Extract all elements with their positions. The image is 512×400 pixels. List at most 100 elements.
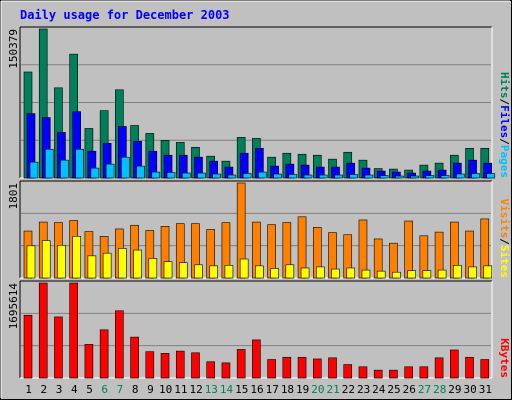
day-label-30: 30: [464, 383, 477, 396]
legend-item-files: Files: [498, 105, 511, 138]
legend-item-visits: Visits: [498, 199, 511, 239]
sites-bar-day-9: [148, 258, 158, 279]
sites-bar-day-18: [285, 264, 295, 279]
day-label-11: 11: [174, 383, 187, 396]
kbytes-bar-day-2: [38, 282, 48, 379]
pages-bar-day-19: [303, 174, 313, 179]
legend-visits-sites: Visits/Sites: [498, 199, 511, 279]
pages-bar-day-14: [227, 174, 237, 179]
day-label-31: 31: [479, 383, 492, 396]
pages-bar-day-18: [288, 174, 298, 179]
kbytes-bar-day-6: [99, 329, 109, 379]
kbytes-bar-day-18: [282, 356, 292, 379]
day-label-21: 21: [327, 383, 340, 396]
kbytes-bar-day-12: [191, 352, 200, 379]
hits-files-pages-panel: 150379 Hits/Files/Pages: [7, 26, 511, 179]
visits-bar-day-26: [404, 220, 413, 279]
day-label-12: 12: [189, 383, 202, 396]
kbytes-bar-day-19: [297, 356, 307, 379]
pages-bar-day-11: [181, 172, 191, 179]
visits-sites-panel: 1801 Visits/Sites: [7, 180, 511, 279]
chart-title: Daily usage for December 2003: [20, 8, 230, 22]
pages-bar-day-10: [166, 172, 176, 179]
pages-bar-day-22: [349, 174, 359, 179]
legend-separator: /: [498, 99, 511, 106]
kbytes-bar-day-7: [115, 310, 124, 379]
day-label-23: 23: [357, 383, 370, 396]
kbytes-bar-day-8: [130, 336, 139, 379]
kbytes-bar-day-26: [404, 366, 413, 379]
day-label-19: 19: [296, 383, 309, 396]
day-label-17: 17: [266, 383, 279, 396]
day-label-25: 25: [387, 383, 400, 396]
y-max-label: 150379: [7, 29, 20, 69]
day-label-29: 29: [448, 383, 461, 396]
sites-bar-day-22: [346, 267, 356, 279]
kbytes-panel: 1695614 KBytes: [7, 280, 511, 379]
y-max-label: 1695614: [7, 283, 20, 330]
pages-bar-day-9: [151, 171, 161, 179]
sites-bar-day-21: [331, 268, 340, 279]
day-label-16: 16: [250, 383, 263, 396]
pages-bar-day-21: [334, 174, 343, 179]
day-label-7: 7: [117, 383, 124, 396]
sites-bar-day-30: [468, 266, 477, 279]
sites-bar-day-11: [178, 262, 188, 279]
day-label-28: 28: [433, 383, 446, 396]
day-label-14: 14: [220, 383, 234, 396]
day-label-2: 2: [41, 383, 48, 396]
legend-separator: /: [498, 138, 511, 145]
day-label-27: 27: [418, 383, 431, 396]
kbytes-bar-day-9: [145, 351, 155, 379]
pages-bar-day-27: [425, 175, 435, 179]
kbytes-bar-day-29: [450, 349, 459, 379]
legend-hits-files-pages: Hits/Files/Pages: [498, 72, 511, 178]
day-label-22: 22: [342, 383, 355, 396]
pages-bar-day-13: [212, 173, 222, 179]
legend-item-sites: Sites: [498, 245, 511, 278]
kbytes-bar-day-27: [419, 366, 429, 379]
kbytes-bar-day-21: [328, 357, 337, 379]
y-max-label: 1801: [7, 183, 20, 210]
sites-bar-day-8: [133, 249, 142, 279]
legend-item-hits: Hits: [498, 72, 511, 99]
pages-bar-day-20: [318, 174, 328, 179]
pages-bar-day-25: [395, 175, 404, 179]
pages-bar-day-15: [242, 173, 252, 179]
day-label-4: 4: [71, 383, 78, 396]
sites-bar-day-24: [376, 270, 386, 279]
day-label-20: 20: [311, 383, 324, 396]
day-label-8: 8: [132, 383, 139, 396]
kbytes-bar-day-5: [84, 344, 94, 379]
pages-bar-day-30: [471, 173, 480, 179]
kbytes-bar-day-30: [465, 356, 474, 379]
pages-bar-day-8: [136, 165, 145, 179]
day-axis: 1 2 3 4 5 6 7 8 9 10 11 12 13 14 15 16 17 18 19 20 21 22 23 24 2…: [25, 383, 492, 396]
kbytes-bar-day-20: [312, 358, 322, 379]
kbytes-bar-day-31: [480, 359, 490, 379]
sites-bar-day-4: [72, 236, 81, 279]
pages-bar-day-6: [105, 163, 115, 179]
sites-bar-day-3: [57, 244, 66, 279]
pages-bar-day-17: [273, 173, 282, 179]
legend-separator: /: [498, 238, 511, 245]
day-label-15: 15: [235, 383, 248, 396]
sites-bar-day-31: [483, 265, 493, 279]
kbytes-bar-day-24: [373, 369, 383, 379]
pages-bar-day-3: [60, 159, 69, 179]
kbytes-bar-day-23: [358, 366, 368, 379]
day-label-1: 1: [25, 383, 32, 396]
kbytes-bar-day-22: [343, 364, 353, 379]
kbytes-bar-day-13: [206, 361, 216, 379]
sites-bar-day-27: [422, 270, 432, 279]
pages-bar-day-16: [258, 171, 267, 179]
day-label-5: 5: [86, 383, 93, 396]
kbytes-bar-day-14: [221, 362, 231, 379]
day-label-26: 26: [403, 383, 416, 396]
pages-bar-day-1: [29, 161, 39, 179]
sites-bar-day-25: [392, 271, 401, 279]
sites-bar-day-15: [239, 258, 249, 279]
kbytes-bar-day-1: [23, 314, 33, 379]
